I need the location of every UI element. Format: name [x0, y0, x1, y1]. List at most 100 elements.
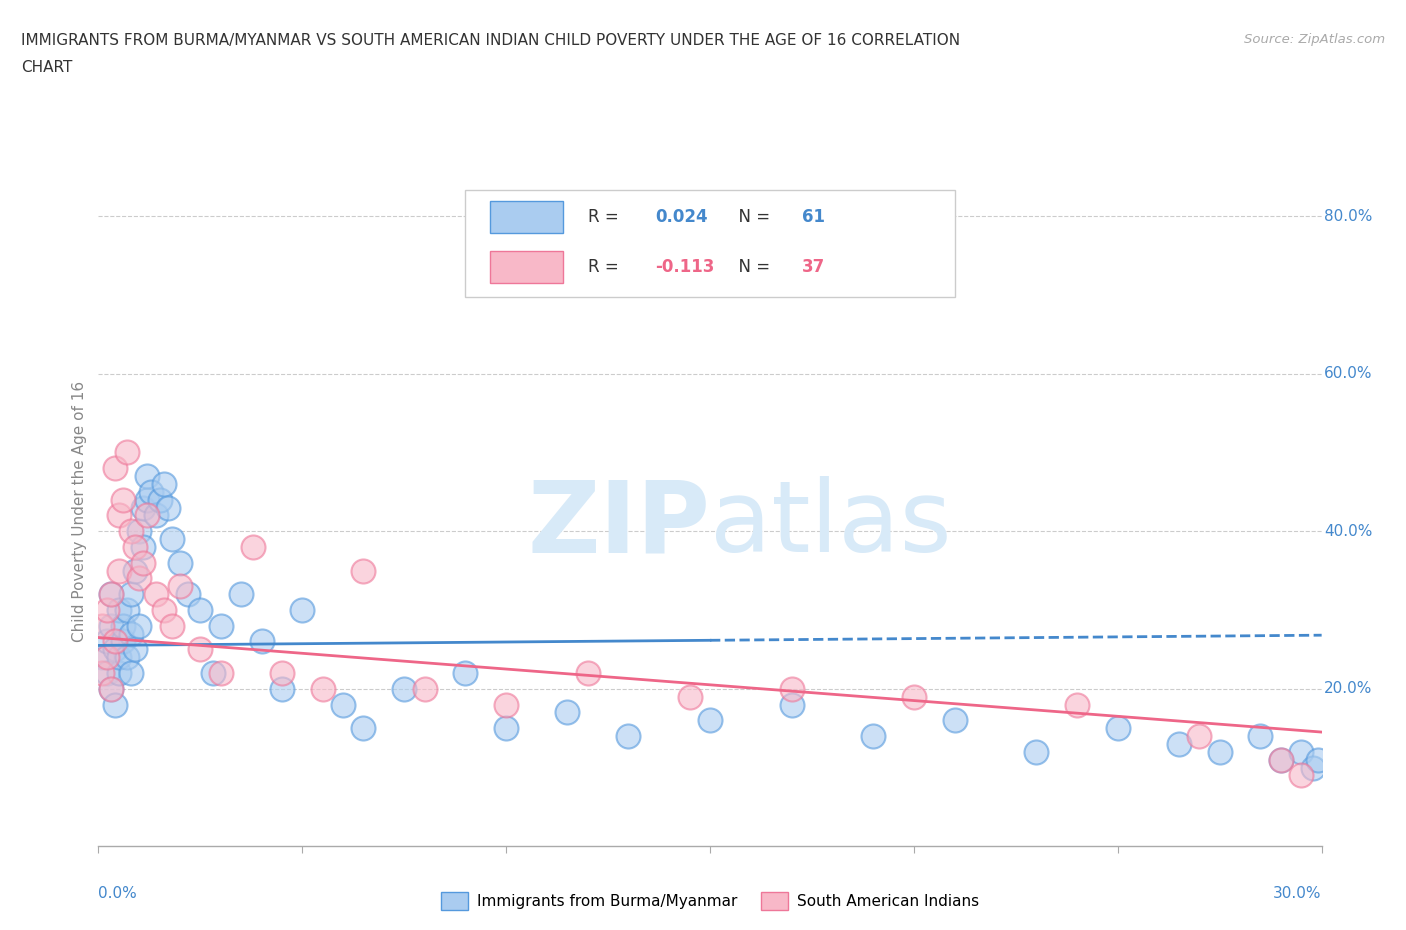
Point	[352, 564, 374, 578]
Text: N =: N =	[728, 208, 776, 226]
Point	[1167, 737, 1189, 751]
Point	[169, 578, 191, 593]
Point	[136, 508, 159, 523]
Point	[91, 650, 114, 665]
Bar	[489, 251, 564, 284]
Point	[104, 642, 127, 657]
Text: IMMIGRANTS FROM BURMA/MYANMAR VS SOUTH AMERICAN INDIAN CHILD POVERTY UNDER THE A: IMMIGRANTS FROM BURMA/MYANMAR VS SOUTH A…	[21, 33, 960, 47]
Point	[111, 634, 134, 649]
Point	[903, 689, 925, 704]
Point	[149, 492, 172, 507]
Point	[1188, 728, 1211, 743]
Point	[124, 564, 146, 578]
Text: 20.0%: 20.0%	[1324, 682, 1372, 697]
Point	[100, 682, 122, 697]
Point	[160, 532, 183, 547]
Text: -0.113: -0.113	[655, 259, 714, 276]
Point	[679, 689, 702, 704]
Point	[1270, 752, 1292, 767]
Text: 0.024: 0.024	[655, 208, 707, 226]
Text: atlas: atlas	[710, 476, 952, 574]
Point	[1107, 721, 1129, 736]
Point	[128, 524, 150, 538]
Point	[96, 634, 118, 649]
Point	[780, 682, 803, 697]
Point	[100, 587, 122, 602]
Point	[270, 682, 294, 697]
Point	[1209, 744, 1232, 759]
Point	[120, 626, 142, 641]
Point	[1270, 752, 1292, 767]
Point	[555, 705, 579, 720]
Point	[1291, 744, 1313, 759]
Point	[576, 666, 599, 681]
Point	[1302, 760, 1324, 775]
Point	[91, 666, 114, 681]
Text: ZIP: ZIP	[527, 476, 710, 574]
Point	[209, 666, 232, 681]
Text: N =: N =	[728, 259, 776, 276]
Point	[943, 712, 966, 727]
Text: 37: 37	[801, 259, 825, 276]
Point	[115, 445, 138, 459]
Bar	[465, 190, 955, 298]
Point	[1306, 752, 1329, 767]
Text: 61: 61	[801, 208, 825, 226]
Point	[495, 721, 517, 736]
Text: 30.0%: 30.0%	[1274, 886, 1322, 901]
Point	[352, 721, 374, 736]
Point	[188, 642, 212, 657]
Text: 80.0%: 80.0%	[1324, 208, 1372, 223]
Bar	[489, 201, 564, 232]
Point	[120, 524, 142, 538]
Point	[96, 603, 118, 618]
Point	[104, 698, 127, 712]
Point	[128, 618, 150, 633]
Legend: Immigrants from Burma/Myanmar, South American Indians: Immigrants from Burma/Myanmar, South Ame…	[434, 885, 986, 916]
Point	[141, 485, 163, 499]
Point	[100, 682, 122, 697]
Text: R =: R =	[588, 208, 624, 226]
Point	[136, 492, 159, 507]
Point	[96, 650, 118, 665]
Point	[201, 666, 224, 681]
Point	[91, 618, 114, 633]
Point	[128, 571, 150, 586]
Point	[160, 618, 183, 633]
Point	[108, 564, 131, 578]
Y-axis label: Child Poverty Under the Age of 16: Child Poverty Under the Age of 16	[72, 381, 87, 642]
Point	[1066, 698, 1088, 712]
Point	[242, 539, 264, 554]
Point	[104, 634, 127, 649]
Point	[111, 618, 134, 633]
Point	[270, 666, 294, 681]
Point	[152, 476, 174, 491]
Point	[413, 682, 436, 697]
Point	[115, 650, 138, 665]
Point	[495, 698, 517, 712]
Text: CHART: CHART	[21, 60, 73, 75]
Point	[115, 603, 138, 618]
Point	[132, 539, 155, 554]
Point	[392, 682, 416, 697]
Point	[124, 642, 146, 657]
Point	[108, 650, 131, 665]
Point	[454, 666, 477, 681]
Point	[250, 634, 273, 649]
Point	[177, 587, 200, 602]
Point	[136, 469, 159, 484]
Text: 40.0%: 40.0%	[1324, 524, 1372, 538]
Point	[312, 682, 335, 697]
Point	[209, 618, 232, 633]
Point	[145, 587, 167, 602]
Point	[169, 555, 191, 570]
Point	[100, 587, 122, 602]
Point	[617, 728, 640, 743]
Point	[780, 698, 803, 712]
Point	[156, 500, 179, 515]
Point	[132, 555, 155, 570]
Point	[152, 603, 174, 618]
Point	[862, 728, 884, 743]
Point	[120, 666, 142, 681]
Point	[111, 492, 134, 507]
